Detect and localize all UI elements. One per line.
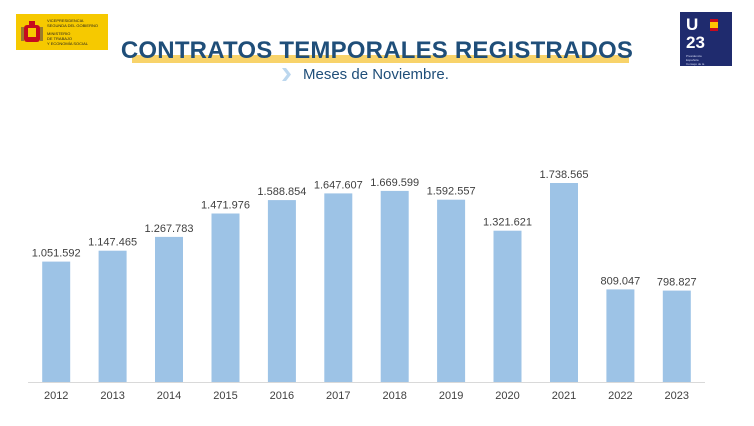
x-tick-label-2012: 2012 bbox=[44, 390, 68, 402]
coat-of-arms-icon bbox=[21, 21, 43, 42]
chart-subtitle: Meses de Noviembre. bbox=[281, 66, 449, 83]
ministry-name: Vicepresidencia Segunda del Gobierno Min… bbox=[47, 18, 98, 46]
spain-flag-icon bbox=[710, 19, 718, 31]
x-tick-label-2021: 2021 bbox=[552, 390, 576, 402]
presidency-logo-letter: U bbox=[686, 15, 699, 34]
presidency-text-line: Presidencia bbox=[686, 54, 702, 58]
x-tick-label-2020: 2020 bbox=[495, 390, 519, 402]
bar-2022 bbox=[606, 289, 635, 382]
data-label-2012: 1.051.592 bbox=[32, 248, 81, 260]
bar-2016 bbox=[267, 200, 296, 382]
government-logo: Vicepresidencia Segunda del Gobierno Min… bbox=[16, 14, 108, 50]
ministry-line: Vicepresidencia bbox=[47, 18, 84, 23]
data-label-2021: 1.738.565 bbox=[540, 169, 589, 181]
data-label-2016: 1.588.854 bbox=[257, 186, 306, 198]
bar-2013 bbox=[98, 250, 127, 382]
data-label-2017: 1.647.607 bbox=[314, 179, 363, 191]
eu-presidency-logo: U 23 Presidencia Española Consejo de la bbox=[680, 12, 732, 66]
data-label-2014: 1.267.783 bbox=[145, 223, 194, 235]
bar-2012 bbox=[42, 261, 71, 382]
x-tick-label-2013: 2013 bbox=[100, 390, 124, 402]
x-tick-label-2015: 2015 bbox=[213, 390, 237, 402]
ministry-line: Segunda del Gobierno bbox=[47, 23, 98, 28]
data-label-2023: 798.827 bbox=[657, 277, 697, 289]
x-tick-label-2016: 2016 bbox=[270, 390, 294, 402]
data-label-2019: 1.592.557 bbox=[427, 186, 476, 198]
presidency-text-line: Española bbox=[686, 58, 699, 62]
bar-2021 bbox=[550, 183, 578, 382]
presidency-logo-text: Presidencia Española Consejo de la bbox=[686, 54, 704, 66]
ministry-line: de Trabajo bbox=[47, 36, 73, 41]
bar-2019 bbox=[437, 199, 466, 382]
data-label-2022: 809.047 bbox=[601, 275, 641, 287]
bar-2018 bbox=[380, 190, 409, 382]
x-tick-label-2018: 2018 bbox=[382, 390, 406, 402]
presidency-text-line: Consejo de la bbox=[686, 62, 705, 66]
chevron-right-icon bbox=[282, 68, 291, 81]
data-label-2013: 1.147.465 bbox=[88, 237, 137, 249]
x-tick-label-2017: 2017 bbox=[326, 390, 350, 402]
bar-2023 bbox=[662, 290, 691, 382]
data-label-2020: 1.321.621 bbox=[483, 217, 532, 229]
bar-2015 bbox=[211, 213, 240, 382]
x-tick-label-2022: 2022 bbox=[608, 390, 632, 402]
presidency-logo-number: 23 bbox=[686, 33, 705, 52]
subtitle-text: Meses de Noviembre. bbox=[303, 66, 449, 83]
data-label-2015: 1.471.976 bbox=[201, 200, 250, 212]
bar-2014 bbox=[155, 236, 183, 382]
bar-2020 bbox=[493, 230, 522, 382]
bar-2017 bbox=[324, 193, 353, 382]
ministry-line: y Economía Social bbox=[47, 41, 89, 46]
chart-title: CONTRATOS TEMPORALES REGISTRADOS bbox=[120, 37, 634, 64]
x-tick-label-2019: 2019 bbox=[439, 390, 463, 402]
x-tick-label-2023: 2023 bbox=[665, 390, 689, 402]
ministry-line: Ministerio bbox=[47, 31, 71, 36]
x-tick-label-2014: 2014 bbox=[157, 390, 181, 402]
title-highlight bbox=[132, 55, 629, 63]
data-label-2018: 1.669.599 bbox=[370, 177, 419, 189]
